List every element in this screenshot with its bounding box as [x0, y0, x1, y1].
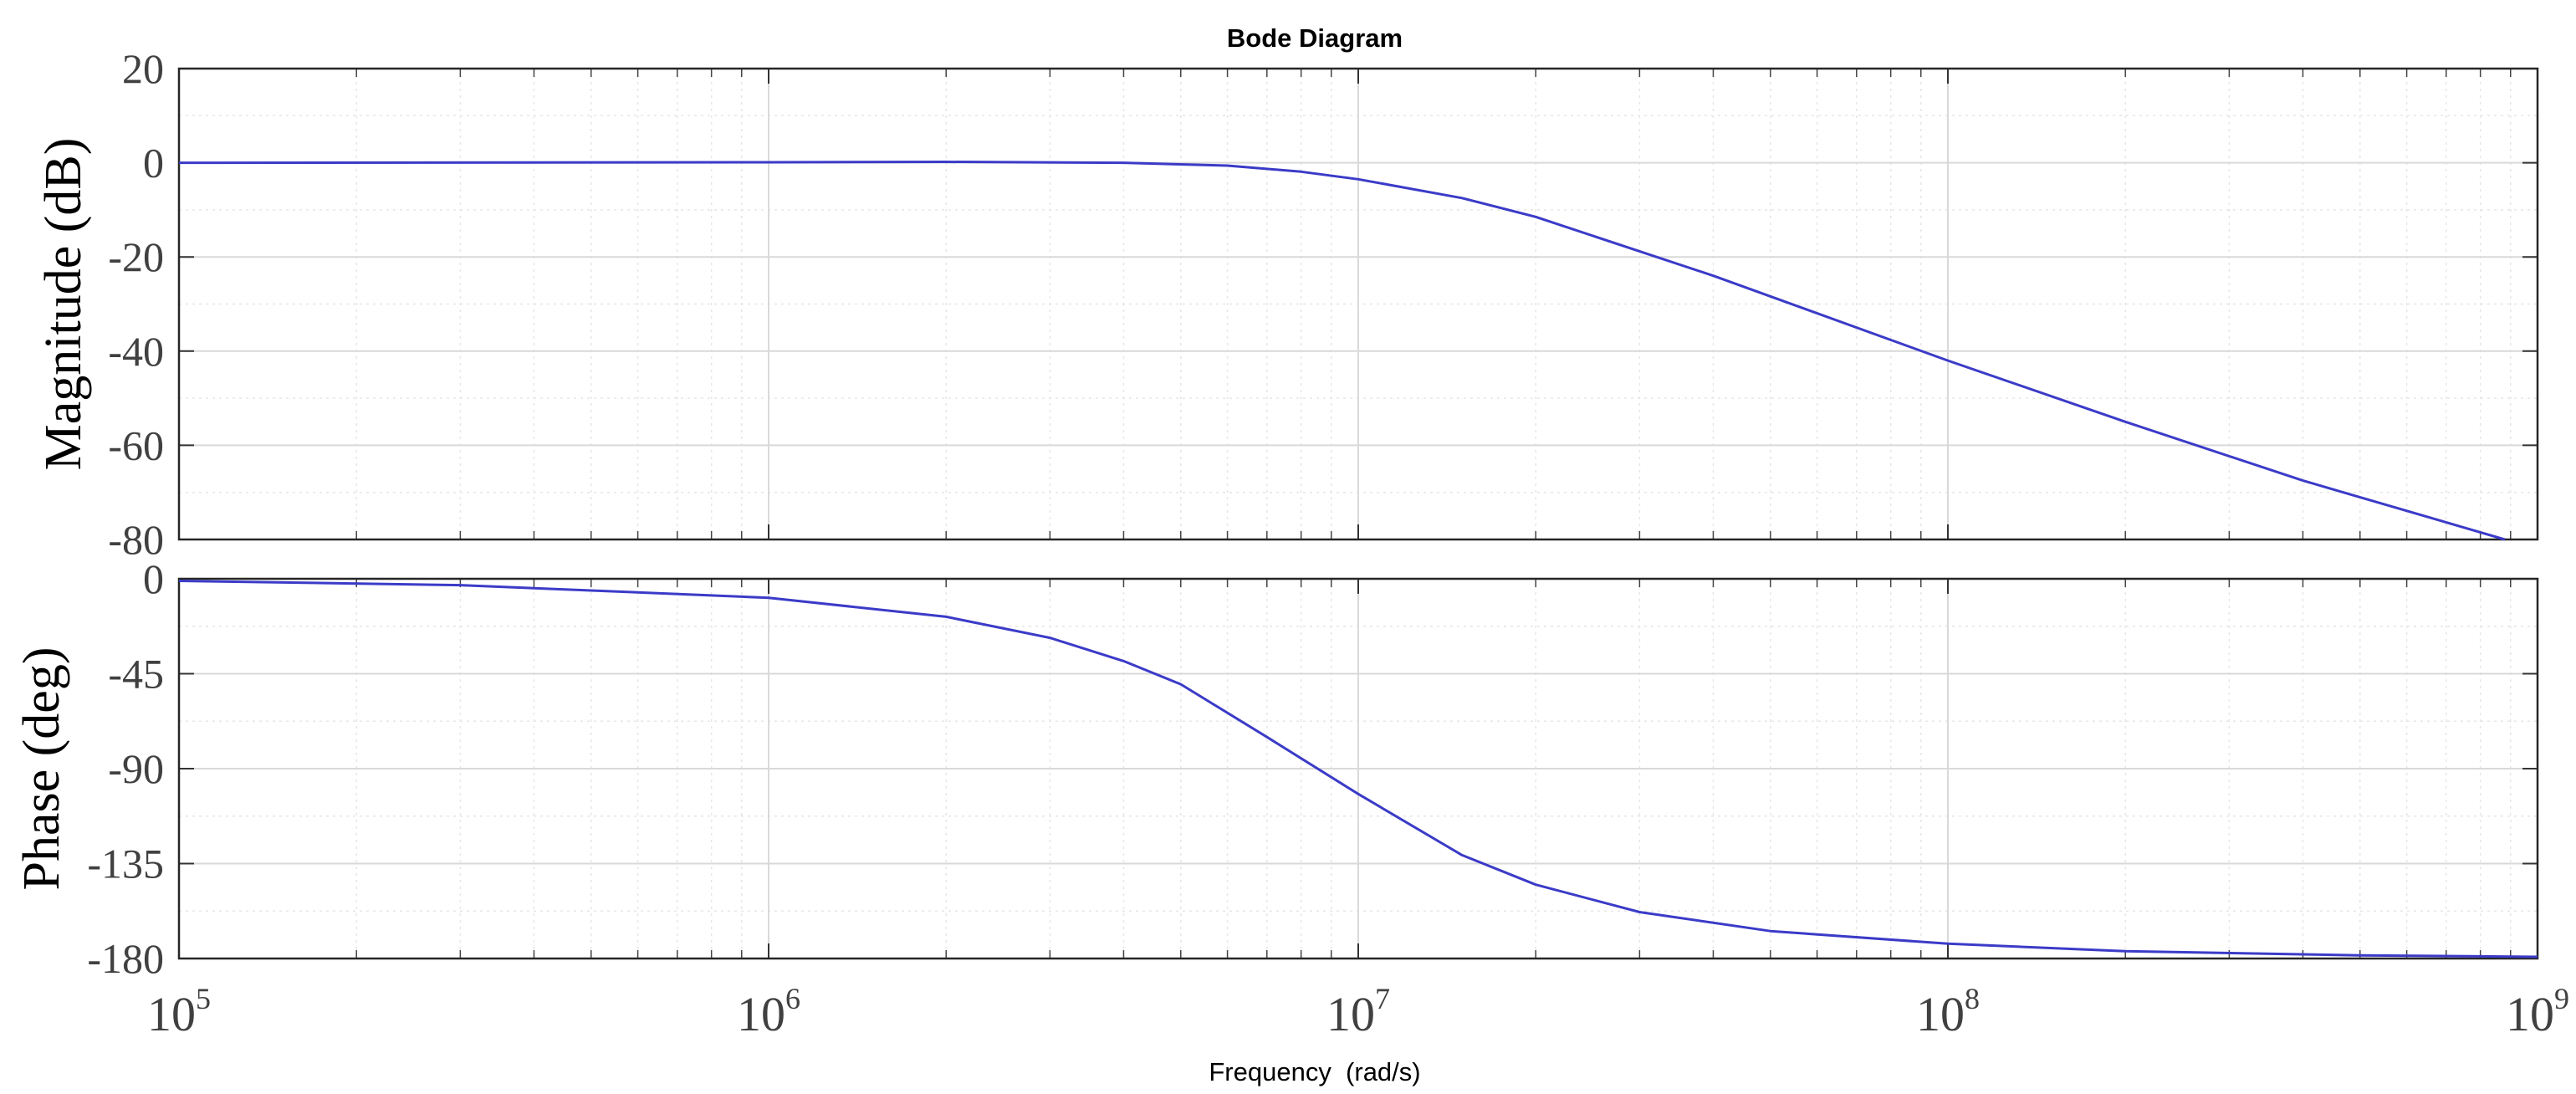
magnitude-curve — [178, 161, 2506, 541]
phase-y-axis-label: Phase (deg) — [13, 647, 70, 891]
magnitude-y-tick-label: 0 — [143, 140, 164, 187]
phase-y-tick-label: -90 — [108, 745, 164, 792]
magnitude-y-tick-label: 20 — [122, 45, 164, 92]
magnitude-y-axis-label: Magnitude (dB) — [35, 138, 92, 471]
x-tick-label: 107 — [1326, 982, 1390, 1041]
label-layer: 20 0 -20 -40 -60 -80 Magnitude (dB) 0 -45 -90 -135… — [13, 45, 2569, 1041]
phase-axes-box — [177, 577, 2539, 960]
phase-y-tick-label: -45 — [108, 651, 164, 698]
magnitude-y-tick-label: -40 — [108, 328, 164, 375]
phase-y-tick-label: -135 — [87, 841, 164, 887]
x-axis-label: Frequency (rad/s) — [1209, 1057, 1420, 1086]
axes-layer — [177, 67, 2539, 960]
chart-title: Bode Diagram — [1227, 23, 1403, 53]
x-tick-label: 109 — [2506, 982, 2569, 1041]
x-tick-label: 106 — [737, 982, 800, 1041]
magnitude-y-tick-label: -60 — [108, 422, 164, 468]
curve-layer — [178, 161, 2538, 959]
x-tick-label: 108 — [1916, 982, 1980, 1041]
x-tick-label: 105 — [147, 982, 211, 1041]
phase-y-tick-label: 0 — [143, 555, 164, 602]
magnitude-y-tick-label: -80 — [108, 516, 164, 563]
magnitude-axes-box — [177, 67, 2539, 541]
magnitude-y-tick-label: -20 — [108, 233, 164, 280]
phase-y-tick-label: -180 — [87, 935, 164, 982]
phase-curve — [178, 580, 2538, 959]
